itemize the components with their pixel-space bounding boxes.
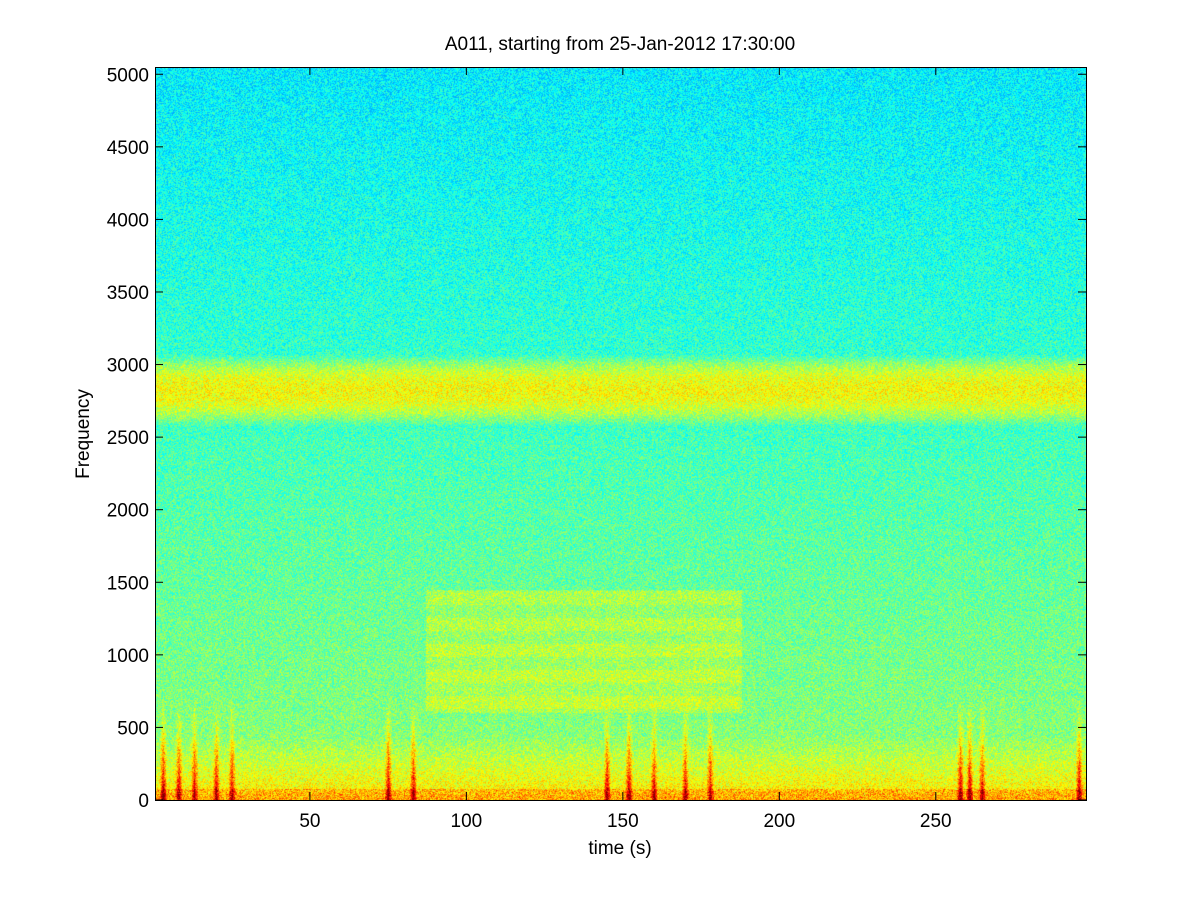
chart-title: A011, starting from 25-Jan-2012 17:30:00: [445, 34, 795, 55]
x-tick-label: 150: [607, 811, 639, 832]
y-tick-label: 1500: [107, 573, 149, 594]
x-tick-label: 50: [299, 811, 320, 832]
y-tick-label: 3000: [107, 356, 149, 377]
x-axis-label: time (s): [588, 838, 651, 859]
y-tick-label: 4500: [107, 138, 149, 159]
spectrogram-heatmap: [155, 67, 1086, 801]
x-tick-label: 200: [763, 811, 795, 832]
y-tick-label: 4000: [107, 210, 149, 231]
x-tick-label: 250: [920, 811, 952, 832]
y-tick-label: 500: [117, 718, 149, 739]
x-axis: 50 100 150 200 250: [299, 67, 952, 832]
y-tick-label: 1000: [107, 646, 149, 667]
x-tick-label: 100: [451, 811, 483, 832]
plot-area-frame: [155, 67, 1087, 801]
y-tick-label: 2500: [107, 428, 149, 449]
y-tick-label: 5000: [107, 65, 149, 86]
y-tick-label: 0: [138, 791, 149, 812]
y-axis-label: Frequency: [73, 389, 94, 479]
y-tick-label: 3500: [107, 283, 149, 304]
y-tick-label: 2000: [107, 501, 149, 522]
y-axis: 0 500 1000 1500 2000 2500 3000 3500 4000 4500 5000: [107, 65, 1086, 812]
spectrogram-canvas-wrap: [155, 67, 1086, 801]
